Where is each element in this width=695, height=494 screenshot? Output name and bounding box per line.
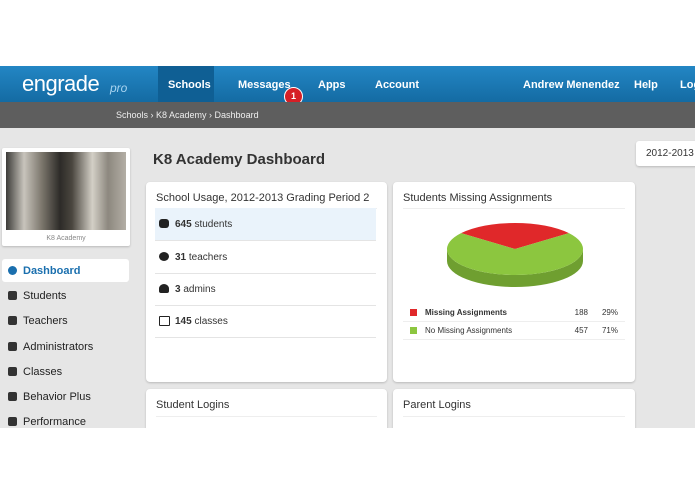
year: 2012-2013 xyxy=(646,148,694,159)
label: Administrators xyxy=(23,341,94,353)
stat-row: 145 classes xyxy=(155,305,376,338)
breadcrumb-bar: Schools › K8 Academy › Dashboard xyxy=(0,102,695,128)
nav-bar: engrade pro Schools Messages 1 Apps Acco… xyxy=(0,66,695,106)
school-photo xyxy=(6,152,126,230)
user[interactable]: Andrew Menendez xyxy=(523,79,620,91)
menu-item[interactable]: Teachers xyxy=(2,309,129,332)
legend-swatch xyxy=(410,327,417,334)
content: K8 Academy Dashboard Students Teachers A… xyxy=(0,128,695,428)
pie-side xyxy=(447,249,583,287)
label: students xyxy=(194,219,233,230)
label: Students xyxy=(23,290,67,302)
missing-card: Students Missing Assignments Missing Ass… xyxy=(393,182,635,382)
legend-count: 457 xyxy=(574,326,588,335)
label: 645 xyxy=(175,219,192,230)
logo-suffix: pro xyxy=(110,81,128,95)
nav-item[interactable]: Apps xyxy=(318,79,346,91)
breadcrumb[interactable]: Schools › K8 Academy › Dashboard xyxy=(116,110,259,120)
legend-name: Missing Assignments xyxy=(425,308,507,317)
stat-row: 3 admins xyxy=(155,273,376,306)
active-tab xyxy=(158,66,214,102)
stat-row: 645 students xyxy=(155,208,376,241)
legend-name: No Missing Assignments xyxy=(425,326,513,335)
usage-card: School Usage, 2012-2013 Grading Period 2… xyxy=(146,182,387,382)
label: 31 xyxy=(175,252,187,263)
legend-count: 188 xyxy=(574,308,588,317)
label: 3 admins xyxy=(175,284,216,295)
card-title: Students Missing Assignments xyxy=(403,192,553,204)
label: classes xyxy=(194,316,228,327)
legend-row: Missing Assignments 188 29% xyxy=(403,303,625,322)
label: Dashboard xyxy=(23,265,81,277)
label: Classes xyxy=(23,366,63,378)
student-logins-card: Student Logins xyxy=(146,389,387,428)
label: 145 classes xyxy=(175,316,228,327)
card-title: Parent Logins xyxy=(403,399,471,411)
help[interactable]: Help xyxy=(634,79,658,91)
school-card: K8 Academy xyxy=(2,148,130,246)
nav-item[interactable]: Schools xyxy=(168,79,211,91)
pie-slice xyxy=(447,233,583,275)
label: 145 xyxy=(175,316,192,327)
card-title: School Usage, 2012-2013 Grading Period 2 xyxy=(156,192,370,204)
page-title: K8 Academy Dashboard xyxy=(153,151,326,168)
menu-item[interactable]: Performance xyxy=(2,410,129,428)
parent-logins-card: Parent Logins xyxy=(393,389,635,428)
label: Behavior Plus xyxy=(23,391,91,403)
nav-item[interactable]: Account xyxy=(375,79,419,91)
label: admins xyxy=(183,284,216,295)
card-title: Student Logins xyxy=(156,399,230,411)
pie-slice xyxy=(461,223,569,249)
legend-row: No Missing Assignments 457 71% xyxy=(403,321,625,340)
menu-item[interactable]: Administrators xyxy=(2,335,129,358)
menu-item[interactable]: Behavior Plus xyxy=(2,385,129,408)
logo[interactable]: engrade xyxy=(22,71,100,96)
legend-percent: 71% xyxy=(601,326,618,335)
legend-percent: 29% xyxy=(601,308,618,317)
label: 31 teachers xyxy=(175,252,227,263)
school-name: K8 Academy xyxy=(46,235,86,242)
label: Performance xyxy=(23,416,86,428)
year-button[interactable]: 2012-2013 xyxy=(636,141,695,166)
legend-swatch xyxy=(410,309,417,316)
menu-item[interactable]: Dashboard xyxy=(2,259,129,282)
label: 645 students xyxy=(175,219,232,230)
nav-item[interactable]: Messages xyxy=(238,79,291,91)
pie-chart xyxy=(447,223,583,287)
logout[interactable]: Log xyxy=(680,79,695,91)
menu-item[interactable]: Students xyxy=(2,284,129,307)
label: Teachers xyxy=(23,315,68,327)
menu-item[interactable]: Classes xyxy=(2,360,129,383)
label: teachers xyxy=(188,252,228,263)
label: 3 xyxy=(175,284,181,295)
stat-row: 31 teachers xyxy=(155,241,376,274)
